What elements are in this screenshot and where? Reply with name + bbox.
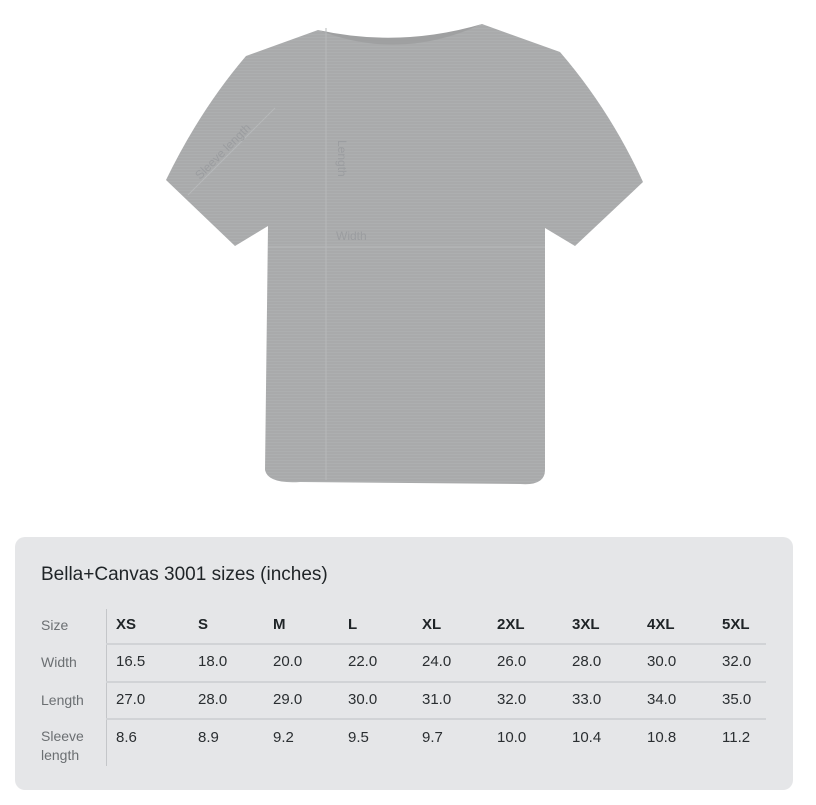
- row-header: Size: [41, 617, 69, 633]
- row-divider: [106, 643, 766, 645]
- row-divider: [106, 718, 766, 720]
- size-header: M: [273, 616, 286, 633]
- size-header: S: [198, 616, 209, 633]
- table-cell: 32.0: [722, 653, 752, 670]
- table-cell: 8.6: [116, 729, 137, 746]
- row-header: Width: [41, 654, 77, 670]
- table-cell: 27.0: [116, 691, 146, 708]
- size-header: XS: [116, 616, 137, 633]
- table-cell: 9.2: [273, 729, 294, 746]
- table-cell: 26.0: [497, 653, 527, 670]
- table-cell: 22.0: [348, 653, 378, 670]
- table-cell: 10.0: [497, 729, 527, 746]
- table-cell: 31.0: [422, 691, 452, 708]
- table-cell: 11.2: [722, 729, 751, 746]
- table-cell: 28.0: [572, 653, 602, 670]
- size-header: 2XL: [497, 616, 525, 633]
- table-cell: 35.0: [722, 691, 752, 708]
- table-cell: 8.9: [198, 729, 219, 746]
- table-cell: 18.0: [198, 653, 228, 670]
- table-cell: 28.0: [198, 691, 228, 708]
- table-cell: 24.0: [422, 653, 452, 670]
- size-header: 5XL: [722, 616, 750, 633]
- table-cell: 9.7: [422, 729, 443, 746]
- size-header: 3XL: [572, 616, 600, 633]
- row-header: Length: [41, 692, 84, 708]
- size-header: L: [348, 616, 358, 633]
- table-cell: 32.0: [497, 691, 527, 708]
- size-chart-card: Bella+Canvas 3001 sizes (inches) Size Wid…: [15, 537, 793, 790]
- column-divider: [106, 609, 107, 766]
- table-cell: 10.4: [572, 729, 602, 746]
- table-cell: 30.0: [348, 691, 378, 708]
- row-header: Sleeve length: [41, 728, 84, 763]
- tshirt-image: Sleeve length Length Width: [166, 24, 643, 485]
- table-cell: 9.5: [348, 729, 369, 746]
- size-header: XL: [422, 616, 442, 633]
- size-header: 4XL: [647, 616, 675, 633]
- size-chart-title: Bella+Canvas 3001 sizes (inches): [41, 564, 328, 585]
- table-cell: 30.0: [647, 653, 677, 670]
- length-label: Length: [335, 140, 349, 177]
- table-cell: 10.8: [647, 729, 677, 746]
- table-cell: 16.5: [116, 653, 146, 670]
- tshirt-shape: [166, 24, 643, 485]
- row-divider: [106, 681, 766, 683]
- width-label: Width: [336, 229, 367, 243]
- table-cell: 20.0: [273, 653, 303, 670]
- table-cell: 33.0: [572, 691, 602, 708]
- table-cell: 34.0: [647, 691, 677, 708]
- table-cell: 29.0: [273, 691, 303, 708]
